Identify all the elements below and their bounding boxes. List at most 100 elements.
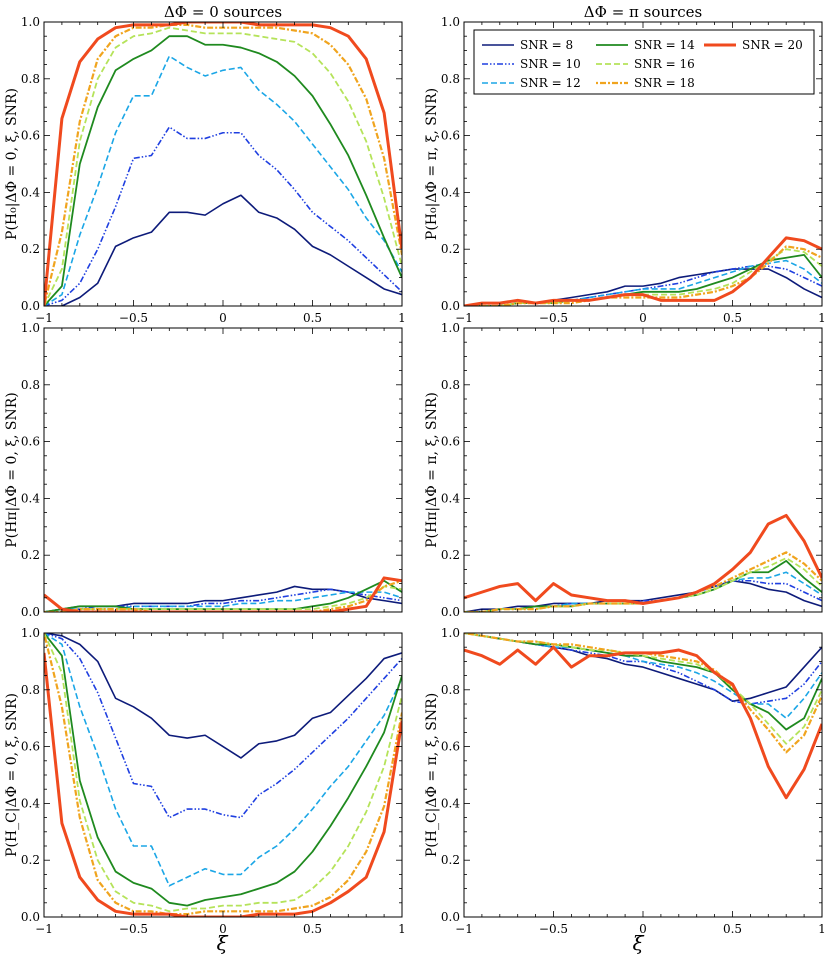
series-line-snr-8 (44, 194, 402, 306)
series-line-snr-20 (44, 22, 402, 306)
series-line-snr-16 (44, 26, 402, 306)
y-tick-label: 0.0 (441, 299, 460, 313)
series-line-snr-16 (464, 633, 822, 745)
y-axis-label: P(Hπ|ΔΦ = 0, ξ, SNR) (4, 392, 20, 548)
x-tick-label: 0 (219, 922, 227, 936)
y-tick-label: 0.4 (441, 796, 460, 810)
x-tick-label: 0 (639, 922, 647, 936)
panel-title: ΔΦ = π sources (584, 3, 702, 21)
y-tick-label: 0.0 (441, 910, 460, 924)
y-tick-label: 0.4 (441, 491, 460, 505)
series-group (44, 633, 402, 917)
y-tick-label: 0.2 (21, 853, 40, 867)
x-tick-label: 0 (639, 311, 647, 325)
y-tick-label: 1.0 (21, 626, 40, 640)
series-line-snr-14 (44, 633, 402, 907)
series-line-snr-18 (464, 551, 822, 612)
y-tick-label: 0.6 (21, 129, 40, 143)
y-tick-label: 0.4 (21, 491, 40, 505)
series-line-snr-16 (44, 633, 402, 913)
series-line-snr-18 (44, 633, 402, 916)
series-line-snr-12 (44, 633, 402, 887)
series-group (464, 236, 822, 306)
y-tick-label: 0.6 (21, 740, 40, 754)
y-tick-label: 0.6 (441, 740, 460, 754)
series-line-snr-8 (44, 633, 402, 759)
legend-label-snr-10: SNR = 10 (520, 57, 581, 71)
series-group (464, 633, 822, 800)
y-tick-label: 0.8 (441, 72, 460, 86)
y-tick-label: 0.8 (441, 683, 460, 697)
series-line-snr-16 (44, 585, 402, 612)
legend-label-snr-16: SNR = 16 (634, 57, 695, 71)
legend-label-snr-18: SNR = 18 (634, 76, 695, 90)
legend-label-snr-8: SNR = 8 (520, 38, 573, 52)
panel-r0: 0.0 0.2 0.4 0.6 0.8 1.0 −1 −0.5 0 0.5 1 ΔΦ = π sour… (424, 3, 826, 325)
panel-r2: 0.0 0.2 0.4 0.6 0.8 1.0 −1 −0.5 0 0.5 1 P(H_C|ΔΦ = … (424, 626, 826, 936)
plot-frame (43, 327, 403, 613)
plot-frame (463, 327, 823, 613)
chart-panels: 0.00.20.40.60.81.0−1 −0.5 0 0.5 1ΔΦ = 0 sour… (4, 3, 826, 936)
x-tick-label: −0.5 (119, 922, 148, 936)
x-tick-label: −1 (35, 311, 53, 325)
x-tick-label: 0.5 (303, 311, 322, 325)
x-tick-label: −1 (455, 922, 473, 936)
series-line-snr-20 (464, 645, 822, 800)
y-tick-label: 0.6 (21, 435, 40, 449)
x-tick-label: 0.5 (303, 922, 322, 936)
y-tick-label: 0.0 (21, 910, 40, 924)
y-tick-label: 0.0 (441, 605, 460, 619)
plot-frame (463, 632, 823, 918)
y-tick-label: 1.0 (441, 626, 460, 640)
y-tick-label: 1.0 (21, 15, 40, 29)
series-line-snr-20 (464, 236, 822, 306)
series-line-snr-14 (44, 35, 402, 306)
y-axis-label: P(H_C|ΔΦ = 0, ξ, SNR) (4, 693, 20, 857)
series-line-snr-20 (44, 652, 402, 917)
y-axis-label: P(Hπ|ΔΦ = π, ξ, SNR) (424, 392, 440, 548)
panel-l0: 0.0 0.2 0.4 0.6 0.8 1.0 −1 −0.5 0 0.5 1 ΔΦ = 0 sour… (4, 3, 406, 325)
series-line-snr-18 (464, 245, 822, 306)
y-tick-label: 0.8 (21, 683, 40, 697)
series-line-snr-8 (464, 579, 822, 612)
y-tick-label: 0.2 (441, 853, 460, 867)
y-tick-label: 1.0 (441, 321, 460, 335)
series-line-snr-18 (44, 23, 402, 306)
series-line-snr-12 (44, 55, 402, 306)
y-tick-label: 0.8 (441, 378, 460, 392)
series-line-snr-8 (464, 633, 822, 702)
legend-label-snr-20: SNR = 20 (742, 38, 803, 52)
y-tick-label: 1.0 (21, 321, 40, 335)
y-tick-label: 0.8 (21, 378, 40, 392)
panel-l2: 0.0 0.2 0.4 0.6 0.8 1.0 −1 −0.5 0 0.5 1 P(H_C|ΔΦ = … (4, 626, 406, 936)
panel-r1: 0.0 0.2 0.4 0.6 0.8 1.0 P(Hπ|ΔΦ = π, ξ, SNR) (424, 321, 823, 619)
x-tick-label: −0.5 (539, 311, 568, 325)
x-tick-label: 1 (398, 311, 406, 325)
y-tick-label: 0.4 (441, 185, 460, 199)
series-line-snr-16 (464, 557, 822, 612)
series-group (44, 22, 402, 306)
legend-label-snr-12: SNR = 12 (520, 76, 581, 90)
x-axis-label-right: ξ (632, 931, 644, 955)
x-tick-label: −0.5 (539, 922, 568, 936)
x-tick-label: −0.5 (119, 311, 148, 325)
y-tick-label: 0.2 (441, 242, 460, 256)
y-tick-label: 0.6 (441, 129, 460, 143)
x-tick-label: 1 (818, 311, 826, 325)
legend-box (473, 29, 815, 95)
y-tick-label: 0.6 (441, 435, 460, 449)
legend: SNR = 8 SNR = 10 SNR = 12 SNR = 14 SNR = 16 S… (473, 29, 815, 95)
y-tick-label: 0.8 (21, 72, 40, 86)
y-tick-label: 0.0 (21, 299, 40, 313)
series-line-snr-12 (464, 633, 822, 720)
x-tick-label: 0.5 (723, 311, 742, 325)
y-tick-label: 0.0 (21, 605, 40, 619)
series-line-snr-20 (464, 513, 822, 605)
y-axis-label: P(H₀|ΔΦ = 0, ξ, SNR) (4, 88, 20, 240)
legend-label-snr-14: SNR = 14 (634, 38, 695, 52)
series-group (464, 513, 822, 612)
x-tick-label: −1 (35, 922, 53, 936)
series-line-snr-10 (464, 579, 822, 612)
y-axis-label: P(H₀|ΔΦ = π, ξ, SNR) (424, 88, 440, 240)
